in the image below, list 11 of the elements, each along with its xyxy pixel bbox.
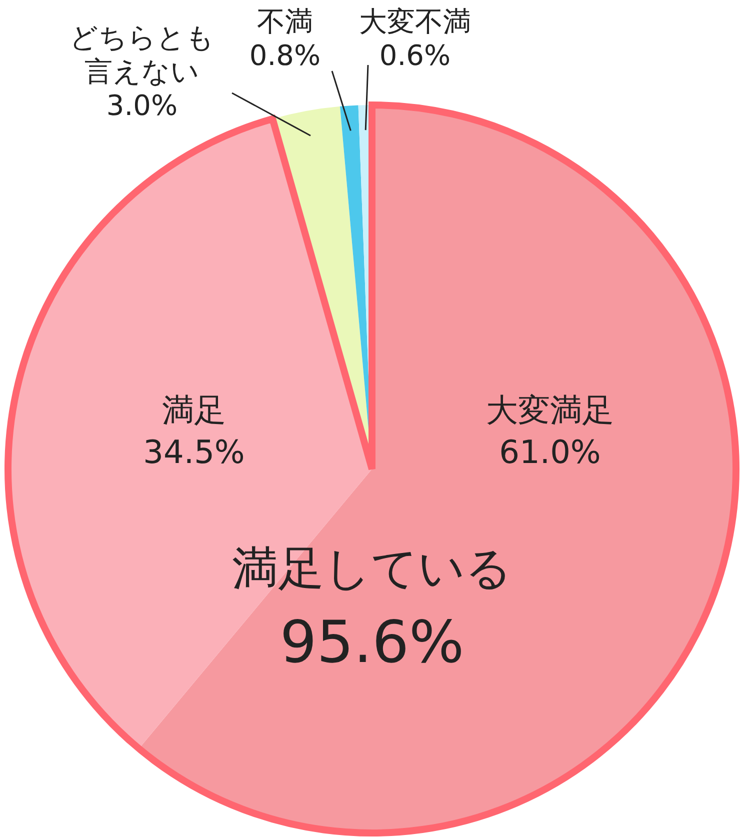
text: 満足している 95.6% — [232, 541, 512, 676]
slice-label: 大変不満 — [359, 5, 471, 38]
data-label: 61.0% — [499, 433, 601, 471]
slice-label: 満足 — [162, 391, 226, 429]
data-label: 34.5% — [143, 433, 245, 471]
data-label: 0.8% — [249, 39, 321, 72]
slice-label: どちらとも言えない — [70, 21, 214, 88]
data-label: 0.6% — [379, 39, 451, 72]
data-label: 3.0% — [106, 89, 178, 122]
slice-label: 大変満足 — [486, 391, 614, 429]
slice-label: 不満 — [257, 5, 313, 38]
